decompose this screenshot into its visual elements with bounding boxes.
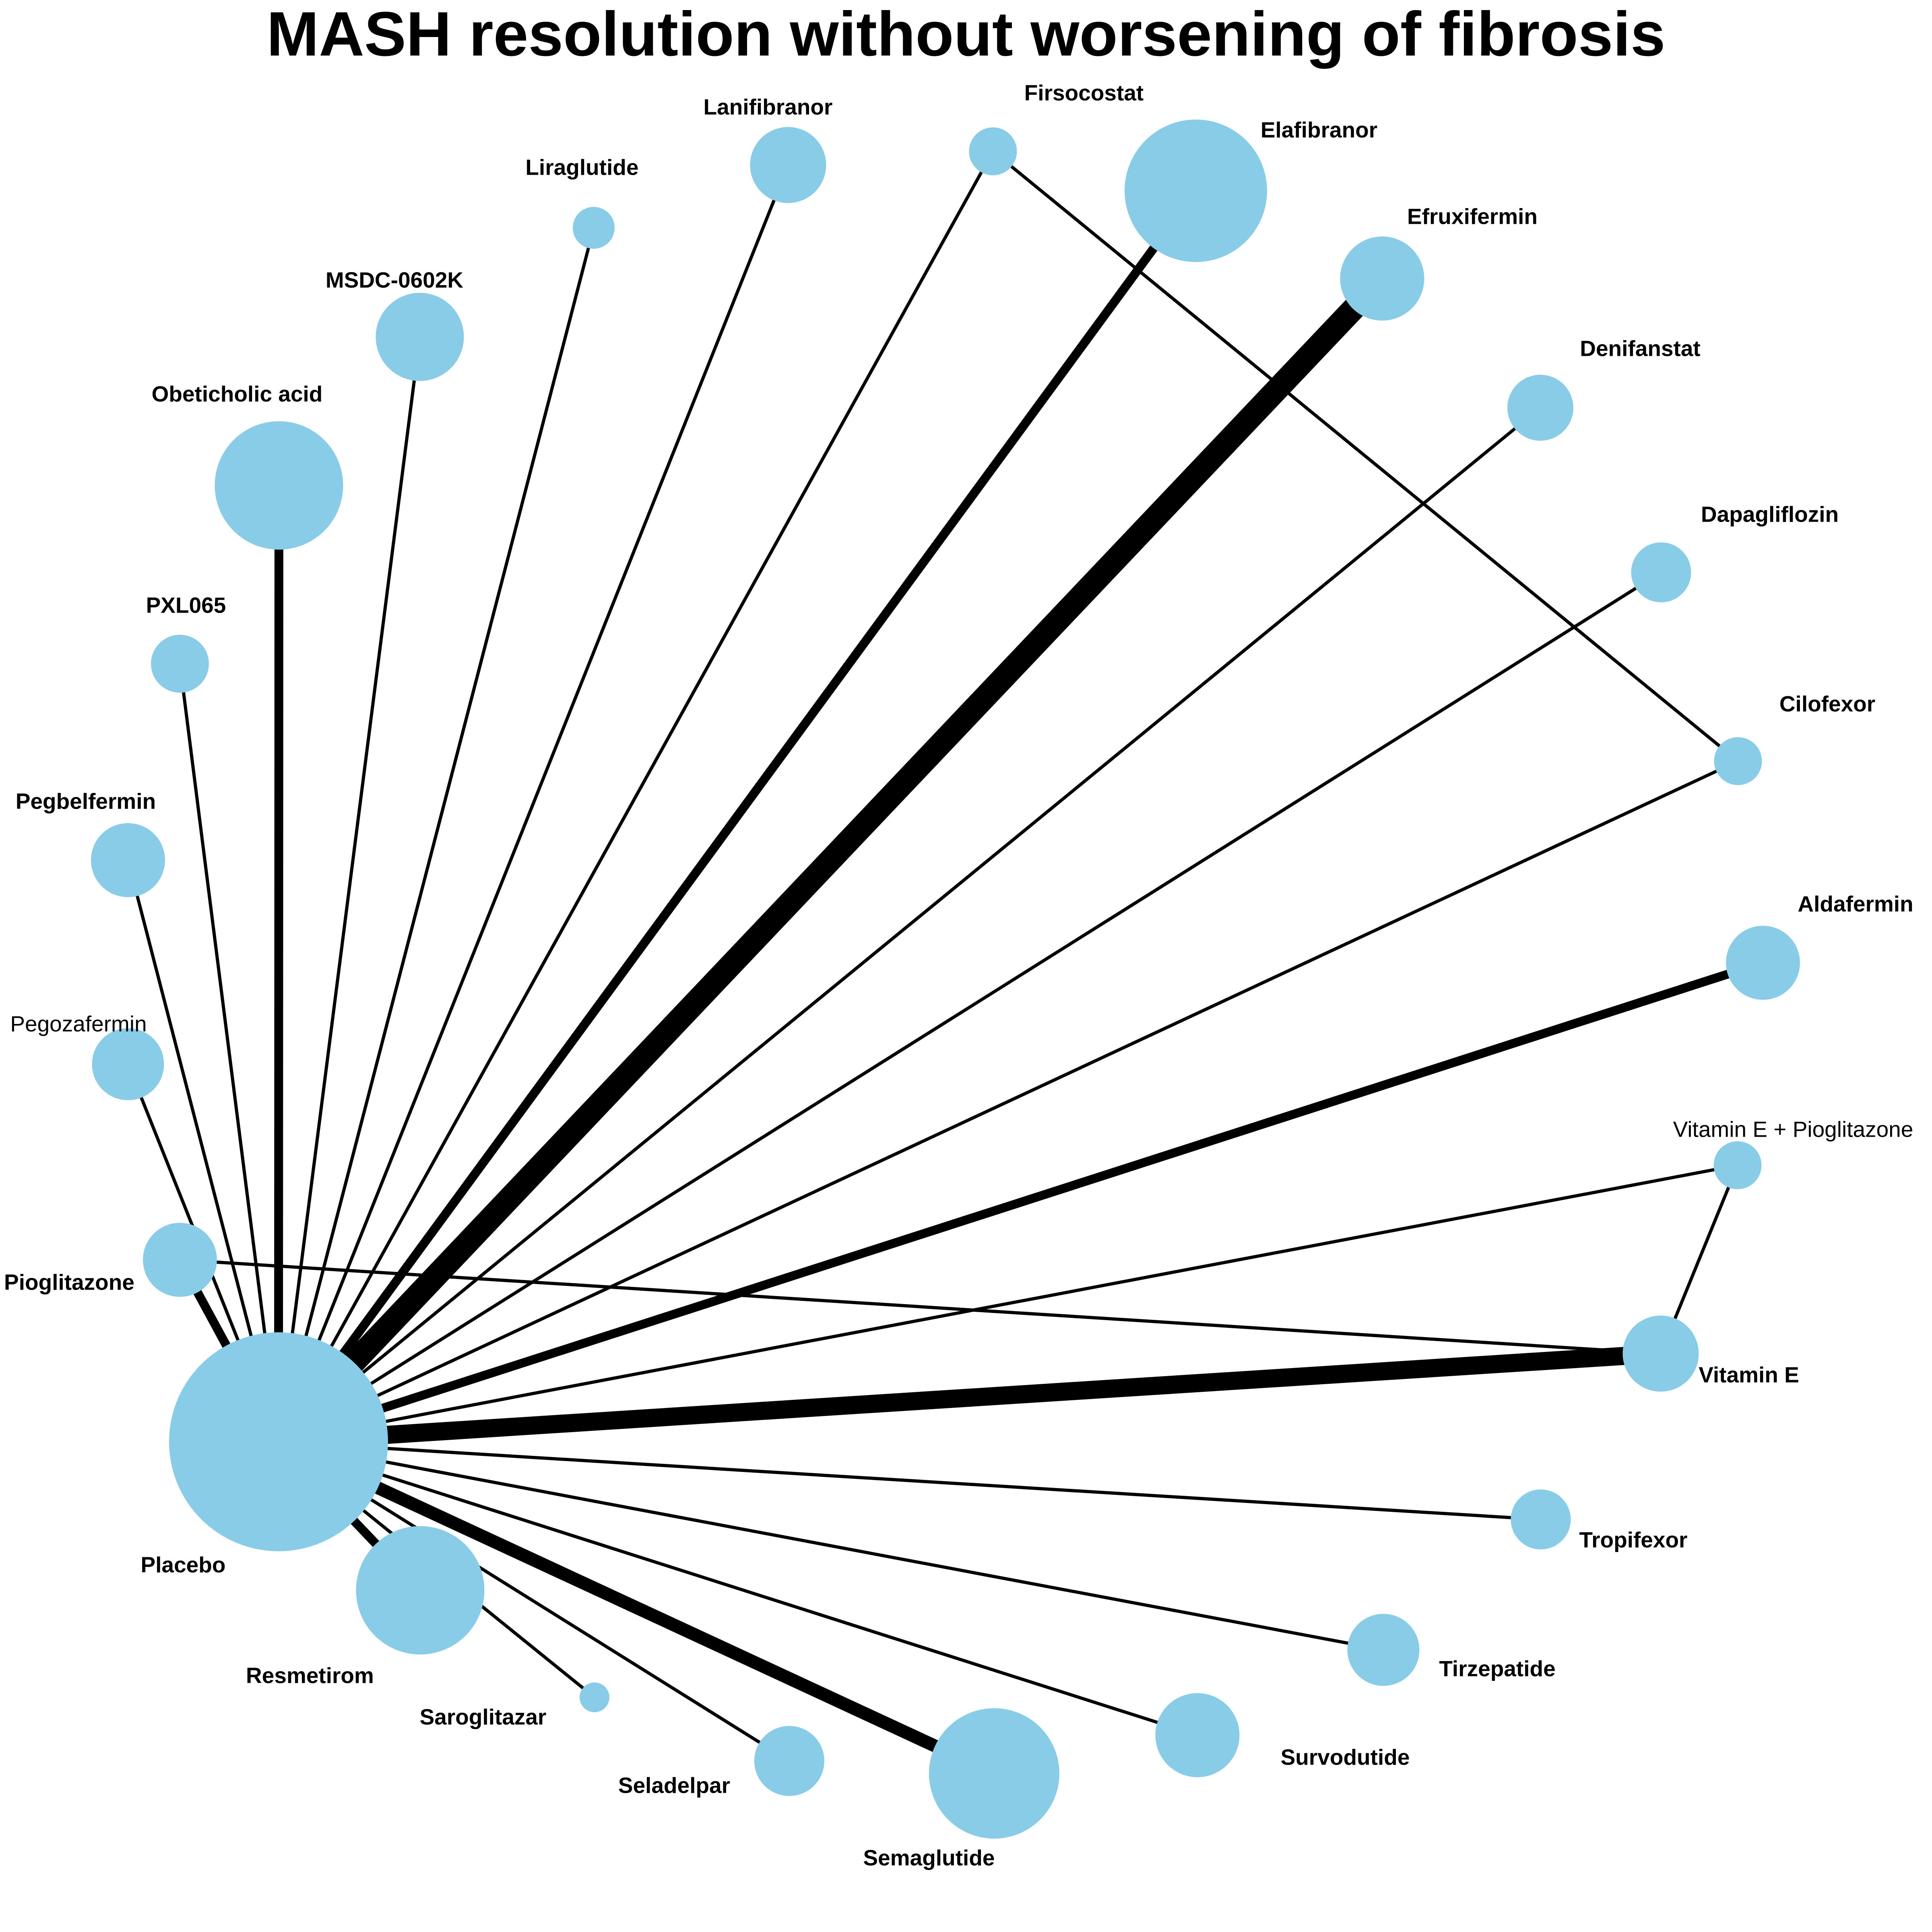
node-label-pxl065: PXL065 [146, 593, 226, 618]
node-survodutide [1155, 1693, 1240, 1777]
node-seladelpar [754, 1726, 824, 1796]
label-layer: Placebo Resmetirom Saroglitazar Seladelpar S… [4, 80, 1913, 1870]
node-label-survodutide: Survodutide [1281, 1745, 1410, 1770]
node-denifanstat [1507, 375, 1573, 441]
node-layer [91, 120, 1800, 1839]
node-label-cilofexor: Cilofexor [1779, 691, 1875, 716]
node-label-pioglitazone: Pioglitazone [4, 1270, 134, 1295]
node-tirzepatide [1347, 1614, 1420, 1686]
node-label-vite_pio: Vitamin E + Pioglitazone [1673, 1117, 1913, 1142]
edge-placebo-vite_pio [278, 1164, 1738, 1443]
node-placebo [169, 1332, 388, 1551]
node-aldafermin [1726, 926, 1800, 1000]
edge-placebo-tropifexor [278, 1440, 1541, 1521]
edge-placebo-liraglutide [277, 227, 595, 1443]
node-label-pegozafermin: Pegozafermin [10, 1011, 147, 1036]
edge-placebo-tirzepatide [278, 1440, 1384, 1651]
edge-placebo-efruxifermin [270, 270, 1391, 1450]
node-elafibranor [1125, 120, 1267, 262]
node-pegozafermin [92, 1028, 164, 1100]
node-cilofexor [1714, 737, 1762, 785]
node-vite_pio [1713, 1141, 1762, 1189]
node-msdc [376, 293, 464, 381]
node-label-efruxifermin: Efruxifermin [1407, 204, 1538, 229]
node-label-seladelpar: Seladelpar [618, 1773, 730, 1798]
node-label-resmetirom: Resmetirom [246, 1663, 374, 1688]
node-saroglitazar [580, 1682, 609, 1712]
edge-placebo-semaglutide [276, 1436, 997, 1779]
edge-placebo-vitamin_e [278, 1344, 1662, 1451]
node-firsocostat [969, 127, 1017, 175]
node-label-aldafermin: Aldafermin [1798, 892, 1913, 916]
node-label-semaglutide: Semaglutide [863, 1845, 995, 1870]
node-pegbelfermin [91, 823, 165, 897]
node-vitamin_e [1622, 1315, 1699, 1392]
node-lanifibranor [750, 127, 826, 203]
node-label-dapagliflozin: Dapagliflozin [1701, 502, 1839, 527]
node-label-liraglutide: Liraglutide [525, 155, 638, 180]
node-label-elafibranor: Elafibranor [1261, 118, 1377, 142]
edge-placebo-pxl065 [178, 663, 280, 1442]
edge-placebo-firsocostat [277, 151, 995, 1443]
edge-placebo-cilofexor [278, 760, 1739, 1443]
diagram-title: MASH resolution without worsening of fib… [266, 0, 1666, 69]
node-dapagliflozin [1631, 542, 1691, 603]
node-label-placebo: Placebo [141, 1552, 226, 1577]
edge-firsocostat-cilofexor [992, 150, 1739, 763]
node-resmetirom [356, 1526, 485, 1655]
node-pioglitazone [143, 1223, 217, 1297]
edge-placebo-denifanstat [277, 406, 1542, 1443]
node-label-vitamin_e: Vitamin E [1699, 1362, 1799, 1387]
edge-placebo-survodutide [278, 1440, 1198, 1737]
edge-placebo-lanifibranor [277, 164, 790, 1443]
node-label-pegbelfermin: Pegbelfermin [16, 789, 156, 814]
edge-placebo-dapagliflozin [277, 571, 1662, 1443]
node-label-tropifexor: Tropifexor [1579, 1527, 1688, 1552]
edge-placebo-msdc [277, 336, 421, 1442]
node-oca [215, 421, 343, 550]
node-tropifexor [1511, 1489, 1571, 1550]
node-label-oca: Obeticholic acid [152, 382, 323, 407]
edge-pioglitazone-vitamin_e [180, 1258, 1661, 1355]
node-label-denifanstat: Denifanstat [1580, 336, 1701, 361]
node-label-firsocostat: Firsocostat [1024, 80, 1144, 105]
node-label-saroglitazar: Saroglitazar [420, 1705, 547, 1730]
edge-placebo-aldafermin [277, 958, 1765, 1446]
edge-placebo-elafibranor [275, 188, 1199, 1445]
node-label-lanifibranor: Lanifibranor [704, 95, 833, 120]
node-efruxifermin [1340, 236, 1424, 321]
node-liraglutide [573, 207, 615, 249]
node-semaglutide [929, 1708, 1059, 1839]
node-label-tirzepatide: Tirzepatide [1439, 1656, 1555, 1681]
node-label-msdc: MSDC-0602K [326, 268, 464, 293]
node-pxl065 [151, 635, 209, 693]
